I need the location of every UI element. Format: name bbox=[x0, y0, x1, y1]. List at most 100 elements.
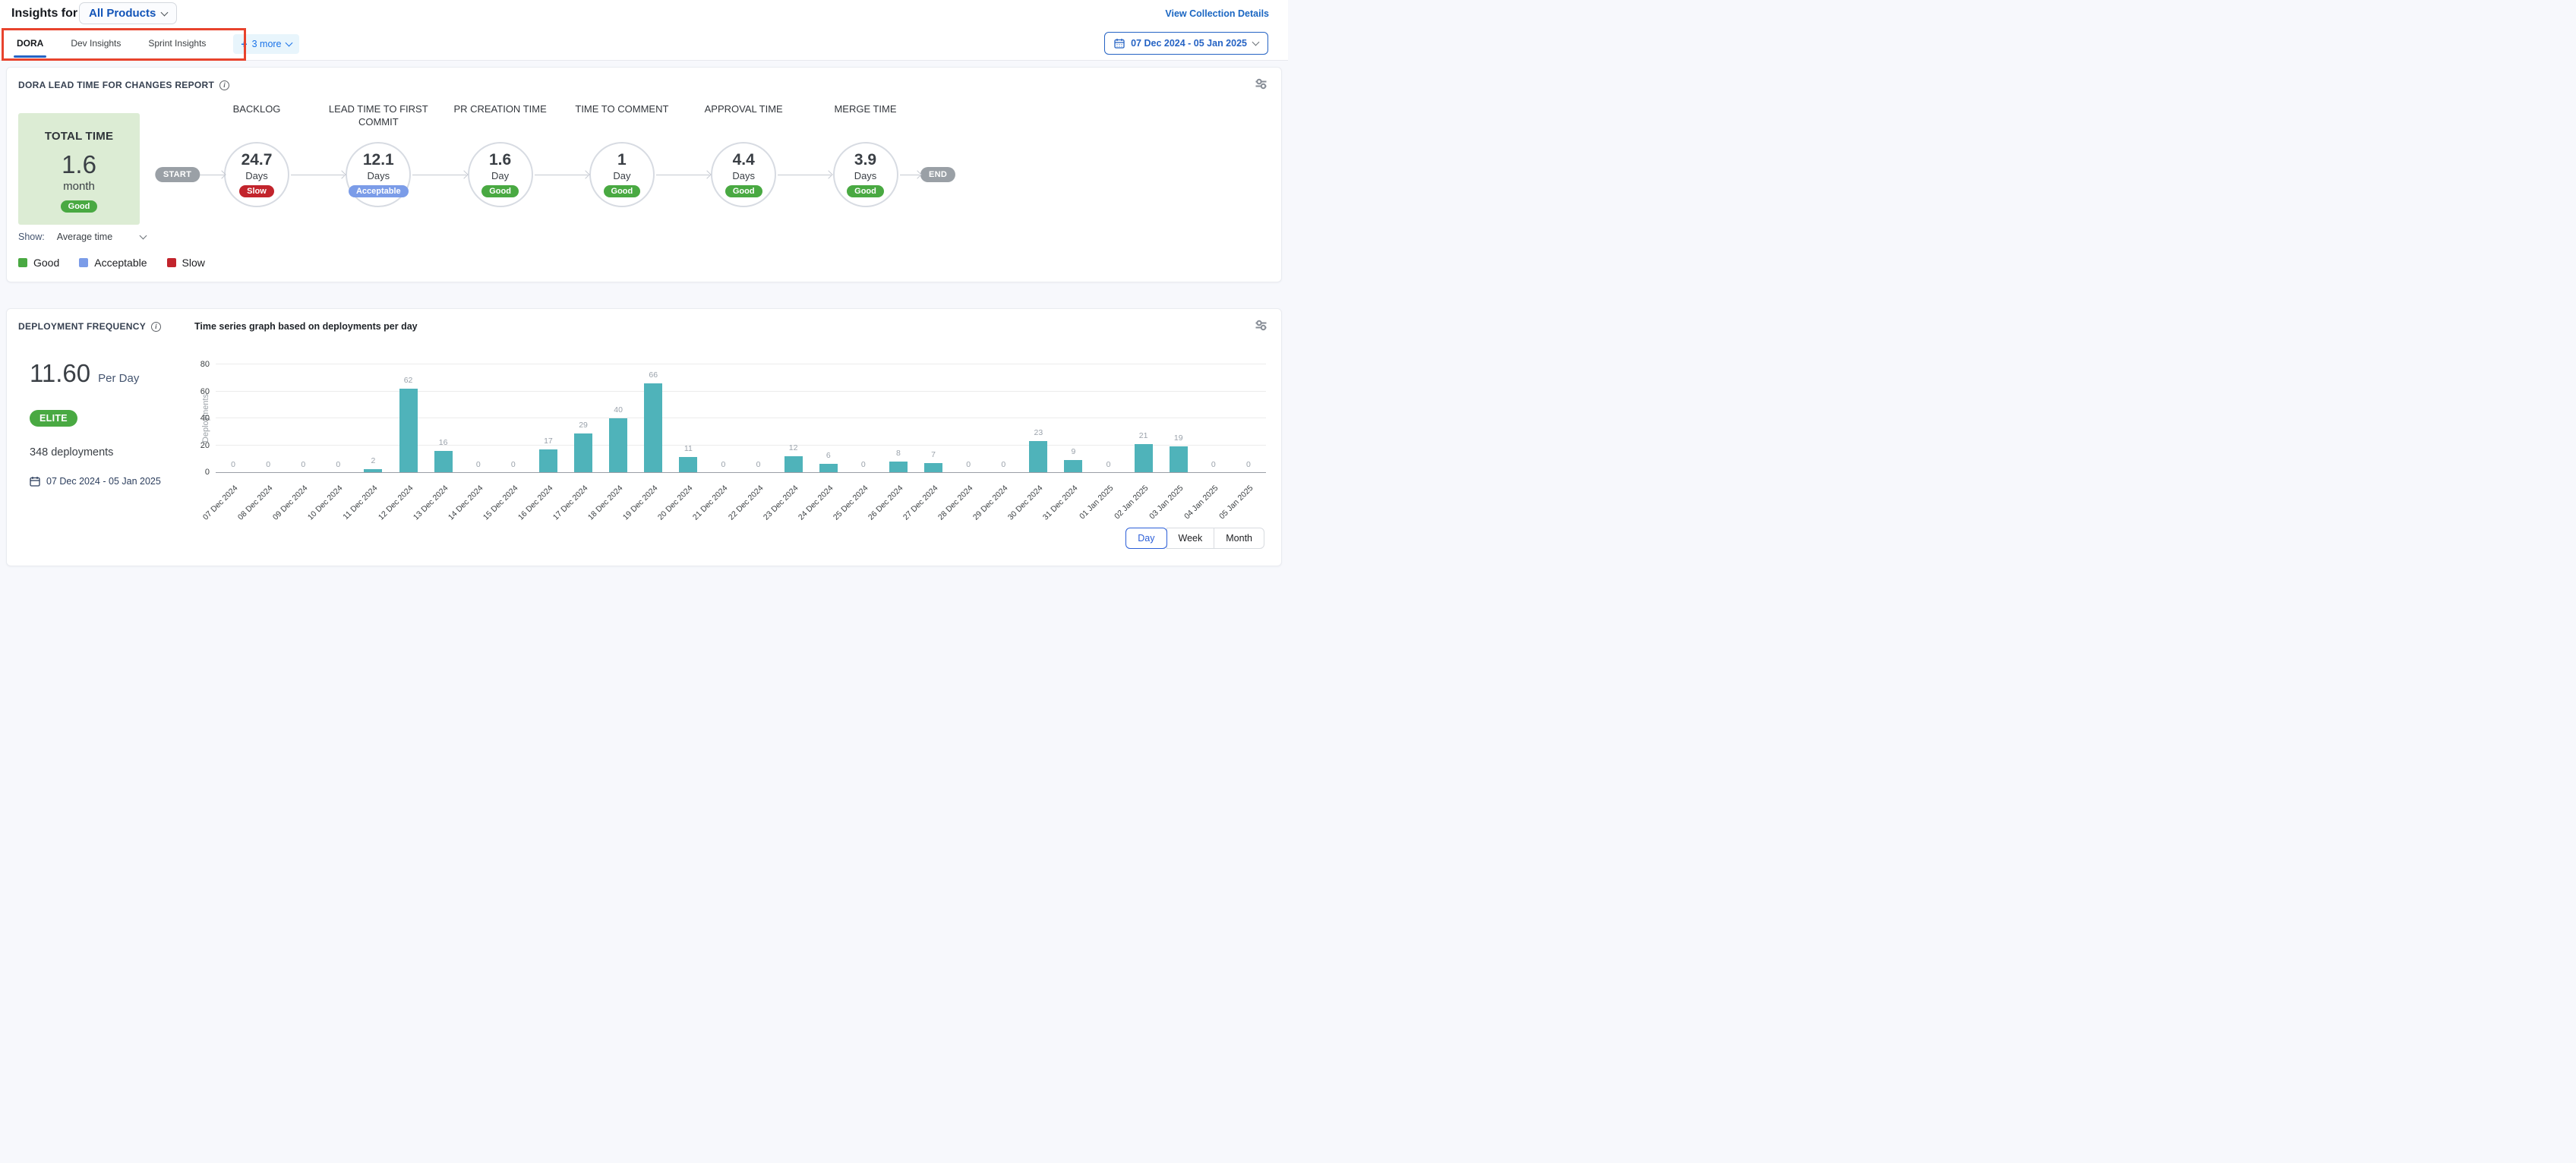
legend-label: Good bbox=[33, 257, 60, 269]
deployment-date-range: 07 Dec 2024 - 05 Jan 2025 bbox=[30, 476, 161, 487]
stage-status-badge: Good bbox=[481, 185, 519, 198]
bar-value-label: 16 bbox=[438, 437, 448, 447]
bar-23-Dec-2024[interactable] bbox=[784, 455, 803, 472]
bar-24-Dec-2024[interactable] bbox=[819, 464, 838, 472]
bar-30-Dec-2024[interactable] bbox=[1029, 441, 1048, 472]
deployment-rate-unit: Per Day bbox=[98, 372, 140, 385]
stage-value: 3.9 bbox=[854, 150, 877, 169]
chevron-down-icon[interactable] bbox=[139, 232, 147, 240]
granularity-toggle: Day Week Month bbox=[1125, 528, 1264, 549]
bar-27-Dec-2024[interactable] bbox=[924, 462, 943, 472]
stage-node-merge-time[interactable]: 3.9 Days Good bbox=[832, 142, 898, 207]
gridline bbox=[216, 444, 1266, 446]
bar-16-Dec-2024[interactable] bbox=[538, 449, 557, 472]
stage-status-badge: Slow bbox=[239, 185, 274, 198]
lead-time-title-text: DORA LEAD TIME FOR CHANGES REPORT bbox=[18, 80, 215, 90]
total-time-value: 1.6 bbox=[62, 150, 96, 178]
show-value-dropdown[interactable]: Average time bbox=[56, 232, 113, 242]
flow-start-node: START bbox=[154, 167, 200, 182]
stage-unit: Days bbox=[367, 170, 390, 182]
bar-value-label: 0 bbox=[475, 460, 481, 469]
bar-11-Dec-2024[interactable] bbox=[364, 469, 383, 472]
page-title: Insights for bbox=[11, 7, 78, 20]
tab-sprint-insights[interactable]: Sprint Insights bbox=[148, 38, 207, 49]
bar-value-label: 19 bbox=[1173, 433, 1183, 443]
show-label: Show: bbox=[18, 232, 45, 242]
bar-value-label: 0 bbox=[1211, 460, 1216, 469]
granularity-month-button[interactable]: Month bbox=[1214, 528, 1264, 549]
more-tabs-dropdown[interactable]: +3 more bbox=[233, 34, 299, 54]
granularity-day-button[interactable]: Day bbox=[1125, 528, 1167, 549]
bar-value-label: 0 bbox=[860, 460, 866, 469]
stage-name: LEAD TIME TO FIRST COMMIT bbox=[328, 103, 428, 128]
flow-end-node: END bbox=[920, 167, 956, 182]
chevron-down-icon bbox=[285, 39, 292, 47]
stage-node-time-to-comment[interactable]: 1 Day Good bbox=[589, 142, 655, 207]
y-tick-label: 20 bbox=[200, 440, 210, 450]
bar-value-label: 0 bbox=[966, 460, 971, 469]
granularity-week-button[interactable]: Week bbox=[1166, 528, 1215, 549]
date-range-picker[interactable]: 07 Dec 2024 - 05 Jan 2025 bbox=[1104, 32, 1268, 55]
deployment-title-text: DEPLOYMENT FREQUENCY bbox=[18, 321, 147, 332]
bar-value-label: 0 bbox=[1106, 460, 1111, 469]
bar-value-label: 62 bbox=[403, 375, 413, 385]
product-selector-dropdown[interactable]: All Products bbox=[79, 2, 178, 24]
deployment-date-range-value: 07 Dec 2024 - 05 Jan 2025 bbox=[46, 476, 161, 487]
bar-03-Jan-2025[interactable] bbox=[1169, 446, 1188, 472]
bar-17-Dec-2024[interactable] bbox=[574, 433, 593, 472]
legend-label: Slow bbox=[182, 257, 205, 269]
tab-dora[interactable]: DORA bbox=[13, 29, 47, 59]
bar-value-label: 8 bbox=[896, 448, 901, 458]
stage-status-badge: Good bbox=[724, 185, 762, 198]
bar-31-Dec-2024[interactable] bbox=[1064, 460, 1083, 472]
chart-title: Time series graph based on deployments p… bbox=[194, 321, 418, 332]
bar-19-Dec-2024[interactable] bbox=[644, 383, 663, 472]
total-time-card: TOTAL TIME 1.6 month Good bbox=[18, 113, 140, 225]
legend-label: Acceptable bbox=[94, 257, 147, 269]
total-time-label: TOTAL TIME bbox=[44, 130, 114, 143]
stage-name: BACKLOG bbox=[232, 103, 281, 115]
calendar-icon bbox=[30, 477, 40, 487]
bar-value-label: 0 bbox=[1001, 460, 1006, 469]
stage-unit: Days bbox=[732, 170, 755, 182]
stage-name: MERGE TIME bbox=[834, 103, 897, 115]
bar-value-label: 0 bbox=[336, 460, 341, 469]
legend-item-acceptable: Acceptable bbox=[79, 257, 147, 269]
chart-settings-sliders-icon[interactable] bbox=[1255, 78, 1267, 90]
stage-unit: Day bbox=[613, 170, 631, 182]
bar-26-Dec-2024[interactable] bbox=[889, 461, 908, 472]
stage-node-pr-creation-time[interactable]: 1.6 Day Good bbox=[467, 142, 533, 207]
legend-swatch bbox=[166, 258, 176, 267]
bar-02-Jan-2025[interactable] bbox=[1134, 443, 1153, 472]
deployment-card-title: DEPLOYMENT FREQUENCY i bbox=[18, 321, 162, 332]
bar-13-Dec-2024[interactable] bbox=[434, 450, 453, 472]
lead-time-report-card: DORA LEAD TIME FOR CHANGES REPORT i TOTA… bbox=[6, 67, 1282, 282]
bar-20-Dec-2024[interactable] bbox=[679, 457, 698, 472]
legend-item-good: Good bbox=[18, 257, 59, 269]
bar-value-label: 21 bbox=[1138, 430, 1148, 440]
bar-value-label: 12 bbox=[788, 443, 798, 452]
info-icon[interactable]: i bbox=[219, 80, 230, 90]
legend-swatch bbox=[18, 258, 27, 267]
deployment-rate: 11.60 Per Day bbox=[30, 359, 139, 388]
chart-settings-sliders-icon[interactable] bbox=[1255, 320, 1267, 331]
view-collection-details-link[interactable]: View Collection Details bbox=[1165, 8, 1269, 19]
bar-value-label: 0 bbox=[721, 460, 726, 469]
stage-status-badge: Good bbox=[847, 185, 884, 198]
legend-item-slow: Slow bbox=[166, 257, 205, 269]
bar-value-label: 40 bbox=[614, 405, 623, 414]
bar-value-label: 0 bbox=[231, 460, 235, 469]
stage-value: 1.6 bbox=[488, 150, 512, 169]
stage-value: 1 bbox=[617, 150, 627, 169]
stage-node-approval-time[interactable]: 4.4 Days Good bbox=[711, 142, 777, 207]
stage-node-backlog[interactable]: 24.7 Days Slow bbox=[224, 142, 289, 207]
stage-node-lead-time-to-first-commit[interactable]: 12.1 Days Acceptable bbox=[346, 142, 412, 207]
bar-value-label: 0 bbox=[266, 460, 271, 469]
stage-value: 12.1 bbox=[362, 150, 394, 169]
bar-18-Dec-2024[interactable] bbox=[609, 418, 628, 472]
bar-value-label: 9 bbox=[1071, 447, 1076, 457]
status-legend: Good Acceptable Slow bbox=[18, 257, 205, 269]
bar-12-Dec-2024[interactable] bbox=[399, 388, 418, 472]
tab-dev-insights[interactable]: Dev Insights bbox=[71, 38, 122, 49]
info-icon[interactable]: i bbox=[151, 321, 162, 332]
